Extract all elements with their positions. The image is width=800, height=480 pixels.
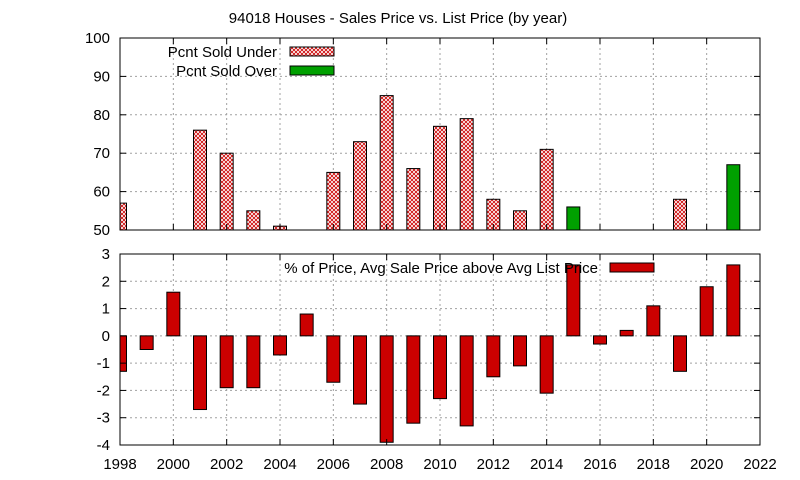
x-tick-label: 2018 [637,456,670,473]
top-bar-2003 [246,210,261,230]
bottom-y-tick-label: 3 [102,246,110,263]
top-bar-2007 [353,141,367,230]
bottom-bar-2017 [619,329,634,337]
top-bars [120,95,741,230]
x-tick-label: 2002 [210,456,243,473]
top-legend-swatch [289,46,335,57]
top-bar-2013 [513,210,527,230]
bottom-bar-2005 [299,313,314,337]
bottom-bar-2008 [379,335,394,443]
bottom-bar-2006 [326,335,341,383]
top-bar-2021 [726,164,741,230]
top-panel: 50 60 70 80 90 100 Pcnt Sold Under Pcnt Sold Ov… [85,30,761,239]
top-bar-2008 [379,95,394,230]
top-y-tick-label: 70 [93,145,110,162]
x-tick-label: 2020 [690,456,723,473]
x-tick-label: 2010 [423,456,456,473]
chart-title: 94018 Houses - Sales Price vs. List Pric… [229,10,567,27]
top-bar-2010 [433,125,447,230]
bottom-bar-2020 [699,286,714,337]
x-tick-label: 2016 [583,456,616,473]
bottom-y-tick-label: -1 [97,355,110,372]
bottom-legend-label: % of Price, Avg Sale Price above Avg Lis… [284,260,598,277]
bottom-bar-2004 [273,335,287,356]
top-bar-2015 [566,206,581,230]
top-y-tick-label: 60 [93,184,110,201]
bottom-bar-2015 [566,264,581,337]
x-tick-label: 2008 [370,456,403,473]
top-legend-swatch [289,65,335,76]
top-bar-2006 [326,171,341,230]
bottom-bar-2021 [726,264,741,337]
x-tick-label: 2012 [477,456,510,473]
top-bar-2014 [539,148,554,230]
x-tick-label: 2022 [743,456,776,473]
bottom-bar-2016 [593,335,607,345]
bottom-bars [120,264,741,443]
bottom-bar-2012 [486,335,501,378]
x-tick-label: 2004 [263,456,296,473]
top-bar-2002 [219,152,234,230]
top-bar-2011 [459,118,474,230]
bottom-bar-2013 [513,335,527,367]
x-tick-label: 2006 [317,456,350,473]
bottom-bar-2003 [246,335,261,389]
bottom-bar-2009 [406,335,421,424]
bottom-bar-1998 [120,335,127,372]
bottom-y-tick-label: -4 [97,437,110,454]
bottom-bar-2010 [433,335,447,400]
x-tick-label: 2000 [157,456,190,473]
x-tick-label: 2014 [530,456,563,473]
x-tick-label: 1998 [103,456,136,473]
bottom-y-tick-label: 2 [102,273,110,290]
top-bar-2009 [406,168,421,230]
bottom-y-tick-label: 0 [102,328,110,345]
bottom-bar-2002 [219,335,234,389]
bottom-y-tick-label: -2 [97,382,110,399]
bottom-legend-swatch [609,262,655,273]
top-bar-2019 [673,198,687,230]
bottom-panel: -4 -3 -2 -1 0 1 2 3 1998 2000 2002 2004 2006 2008 2010… [97,246,777,473]
bottom-bar-2019 [673,335,687,372]
top-y-tick-label: 100 [85,30,110,47]
top-y-tick-label: 50 [93,222,110,239]
bottom-bar-2011 [459,335,474,427]
bottom-bar-1999 [139,335,154,351]
bottom-y-tick-label: 1 [102,301,110,318]
top-bar-1998 [120,202,127,230]
top-bar-2001 [193,129,207,230]
top-legend-label: Pcnt Sold Over [176,63,277,80]
bottom-bar-2014 [539,335,554,394]
bottom-bar-2001 [193,335,207,411]
top-y-tick-label: 90 [93,68,110,85]
top-legend-label: Pcnt Sold Under [168,44,277,61]
top-y-tick-label: 80 [93,107,110,124]
bottom-bar-2000 [166,291,181,337]
bottom-bar-2018 [646,305,661,337]
bottom-bar-2007 [353,335,367,405]
bottom-y-tick-label: -3 [97,410,110,427]
